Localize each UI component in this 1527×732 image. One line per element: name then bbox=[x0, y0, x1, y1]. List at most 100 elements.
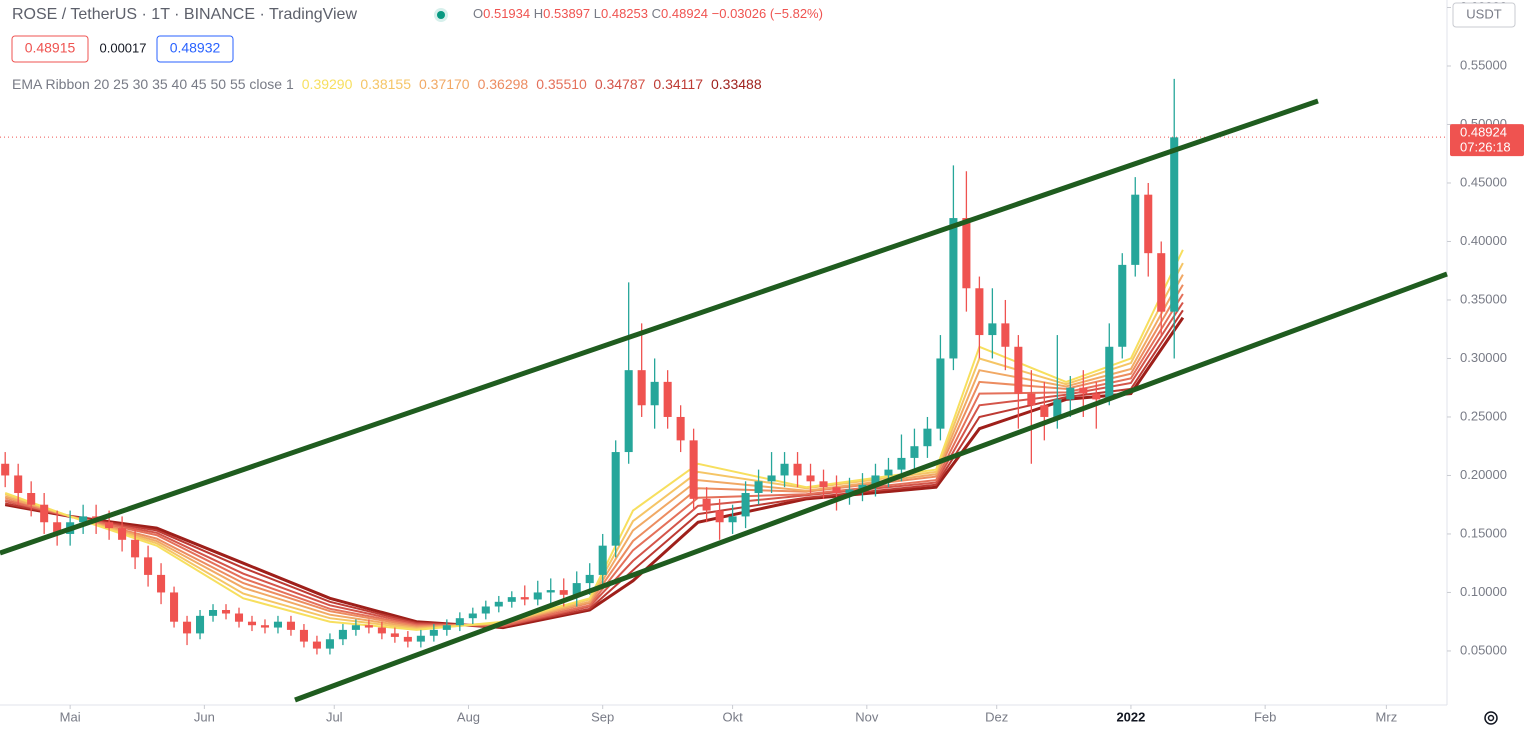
ohlc-value: 0.53897 bbox=[543, 6, 590, 21]
candle-body bbox=[585, 574, 594, 584]
sell-box[interactable] bbox=[11, 35, 89, 63]
y-tick-label: 0.10000 bbox=[1460, 584, 1507, 599]
candle-body bbox=[689, 440, 698, 499]
candle-body bbox=[53, 522, 62, 534]
candle-body bbox=[468, 613, 477, 619]
candle-body bbox=[1144, 194, 1153, 254]
y-tick-label: 0.40000 bbox=[1460, 233, 1507, 248]
price-tag-value: 0.48924 bbox=[1460, 125, 1507, 140]
candle-body bbox=[1014, 346, 1023, 394]
y-tick-label: 0.15000 bbox=[1460, 525, 1507, 540]
candle-body bbox=[286, 621, 295, 630]
candle-body bbox=[1040, 405, 1049, 417]
candle-body bbox=[312, 641, 321, 649]
candle-body bbox=[845, 489, 854, 494]
candle-body bbox=[1170, 137, 1179, 312]
candle-body bbox=[949, 218, 958, 359]
candle-body bbox=[40, 504, 49, 523]
candle-body bbox=[144, 557, 153, 575]
trend-line[interactable] bbox=[0, 98, 1319, 556]
plot bbox=[0, 78, 1447, 655]
candle-body bbox=[1131, 194, 1140, 265]
candle-body bbox=[598, 545, 607, 575]
x-tick-label: Jun bbox=[194, 709, 215, 724]
candle-body bbox=[1, 463, 10, 476]
ohlc-label: L bbox=[594, 6, 601, 21]
candle-body bbox=[871, 475, 880, 485]
candle-body bbox=[1092, 393, 1101, 400]
candle-body bbox=[364, 625, 373, 628]
candle-body bbox=[442, 625, 451, 630]
candle-body bbox=[754, 481, 763, 494]
candle-body bbox=[624, 370, 633, 453]
candle-body bbox=[962, 218, 971, 289]
candle-body bbox=[105, 522, 114, 529]
y-tick-label: 0.25000 bbox=[1460, 408, 1507, 423]
y-tick-label: 0.30000 bbox=[1460, 350, 1507, 365]
ema-value: 0.35510 bbox=[536, 76, 587, 92]
candle-body bbox=[1157, 253, 1166, 312]
candle-body bbox=[741, 493, 750, 517]
trend-line[interactable] bbox=[294, 271, 1448, 703]
candle-body bbox=[806, 475, 815, 482]
ema-line bbox=[4, 316, 1185, 630]
candle-body bbox=[455, 618, 464, 626]
buy-box[interactable] bbox=[156, 35, 234, 63]
ema-line bbox=[5, 309, 1184, 628]
ema-line bbox=[4, 284, 1184, 628]
candle-body bbox=[546, 590, 555, 593]
ohlc-value: 0.48924 bbox=[661, 6, 708, 21]
ribbon-label: EMA Ribbon 20 25 30 35 40 45 50 55 close… bbox=[12, 76, 294, 92]
price-tag-countdown: 07:26:18 bbox=[1460, 140, 1511, 155]
y-tick-label: 0.20000 bbox=[1460, 467, 1507, 482]
candle-body bbox=[234, 613, 244, 622]
status-dot bbox=[437, 11, 445, 19]
candle-body bbox=[325, 639, 334, 649]
candle-body bbox=[936, 358, 945, 429]
candle-body bbox=[728, 516, 737, 523]
x-tick-label: Jul bbox=[326, 709, 343, 724]
candle-body bbox=[780, 463, 789, 476]
candle-body bbox=[273, 621, 282, 628]
y-tick-label: 0.45000 bbox=[1460, 174, 1507, 189]
candle-body bbox=[702, 498, 711, 511]
candle-body bbox=[260, 625, 270, 628]
bid: 0.48915 bbox=[25, 40, 76, 56]
ema-value: 0.38155 bbox=[360, 76, 411, 92]
candle-body bbox=[247, 621, 257, 626]
x-tick-label: Nov bbox=[855, 709, 879, 724]
candle-body bbox=[79, 516, 88, 523]
candle-body bbox=[131, 539, 140, 558]
candle-body bbox=[975, 288, 984, 336]
candle-body bbox=[767, 475, 776, 482]
candle-body bbox=[14, 475, 23, 494]
candle-body bbox=[221, 610, 231, 614]
x-tick-label: Feb bbox=[1254, 709, 1276, 724]
candle-body bbox=[611, 452, 620, 546]
ema-value: 0.34117 bbox=[653, 76, 703, 92]
candle-body bbox=[650, 381, 659, 406]
candle-body bbox=[988, 323, 997, 336]
ema-value: 0.34787 bbox=[595, 76, 646, 92]
candle-body bbox=[858, 484, 867, 490]
x-tick-label: 2022 bbox=[1116, 709, 1145, 724]
ohlc-label: O bbox=[473, 6, 483, 21]
ohlc-label: H bbox=[534, 6, 543, 21]
candle-body bbox=[27, 493, 36, 505]
ema-line bbox=[4, 293, 1184, 627]
candle-body bbox=[1066, 387, 1075, 400]
x-tick-label: Mrz bbox=[1376, 709, 1398, 724]
currency: USDT bbox=[1466, 6, 1501, 21]
currency-box[interactable] bbox=[1452, 2, 1516, 28]
candle-body bbox=[507, 597, 516, 602]
gear bbox=[1484, 711, 1498, 725]
settings-icon[interactable] bbox=[1484, 711, 1498, 725]
candle-body bbox=[208, 610, 218, 616]
price-tag bbox=[1450, 124, 1524, 157]
candle-body bbox=[170, 592, 179, 622]
candle-body bbox=[390, 633, 399, 637]
y-tick-label: 0.35000 bbox=[1460, 291, 1507, 306]
ohlc-label: C bbox=[652, 6, 661, 21]
candle-body bbox=[637, 370, 646, 406]
ema-value: 0.37170 bbox=[419, 76, 470, 92]
